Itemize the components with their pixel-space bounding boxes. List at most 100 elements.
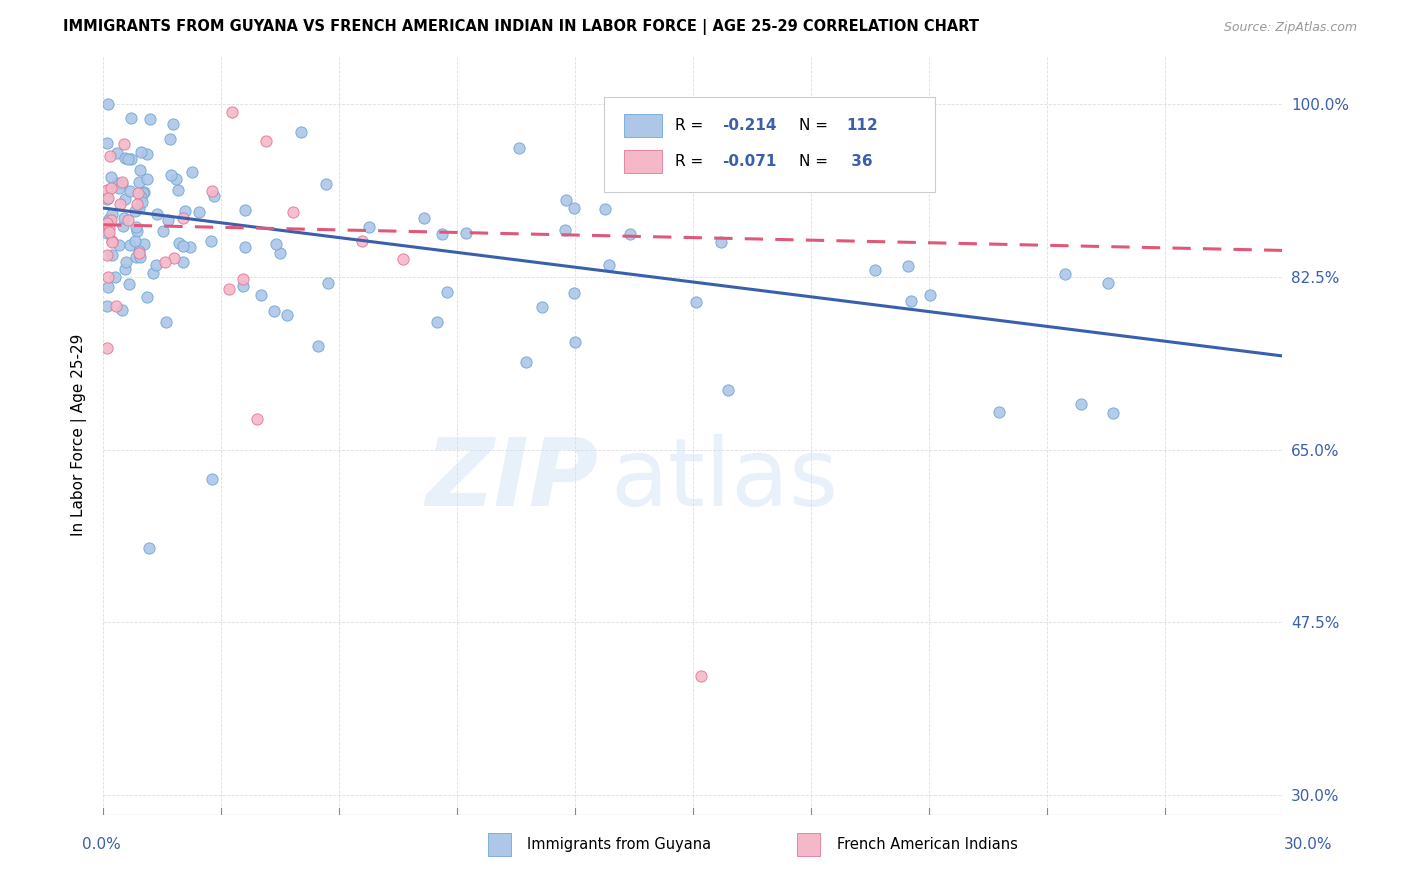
Point [105,145,128,160]
Point [96,216,118,230]
Point [132,186,155,201]
Point [100,234,122,248]
Point [167,236,190,251]
Point [112,211,135,225]
Text: R =: R = [675,119,709,133]
Point [232,279,254,293]
Point [165,172,187,186]
Point [128,201,150,215]
Point [167,184,190,198]
Y-axis label: In Labor Force | Age 25-29: In Labor Force | Age 25-29 [72,334,87,536]
Point [593,202,616,217]
Point [131,195,153,210]
Point [426,315,449,329]
Point [531,300,554,314]
Point [112,219,135,234]
Point [114,151,136,165]
Point [124,204,146,219]
Point [96,341,118,355]
Point [136,147,159,161]
Text: 36: 36 [846,154,873,169]
Point [562,285,585,300]
Point [105,299,128,313]
Text: 0.0%: 0.0% [82,838,121,852]
Point [717,383,740,397]
Point [246,412,269,426]
Point [619,227,641,242]
Point [263,303,285,318]
Point [139,112,162,127]
Text: ZIP: ZIP [426,434,599,526]
Point [124,219,146,234]
Point [221,104,243,119]
Point [117,153,139,167]
Text: N =: N = [799,154,832,169]
Point [160,169,183,183]
Text: -0.071: -0.071 [723,154,776,169]
Point [162,117,184,131]
Point [188,204,211,219]
Point [105,176,128,190]
Point [204,189,226,203]
Point [233,240,256,254]
Point [266,236,288,251]
Point [172,239,194,253]
Point [114,193,136,207]
Point [128,175,150,189]
Point [127,224,149,238]
Point [100,213,122,227]
Point [125,197,148,211]
Point [152,224,174,238]
Point [988,405,1011,419]
Point [897,259,920,273]
Point [350,234,373,248]
Point [107,238,129,252]
Point [112,137,135,152]
Point [316,276,339,290]
Point [218,282,240,296]
Point [100,248,122,262]
Point [1053,267,1076,281]
Point [129,145,152,160]
Point [124,234,146,248]
Point [179,240,201,254]
Point [145,258,167,272]
Point [290,125,312,139]
Point [128,245,150,260]
Bar [624,150,662,173]
Text: atlas: atlas [610,434,838,526]
Point [108,180,131,194]
Point [142,266,165,280]
Point [128,244,150,259]
Point [865,263,887,277]
Point [201,184,224,198]
Point [120,152,142,166]
Point [120,184,142,198]
Point [131,190,153,204]
Point [132,237,155,252]
Point [233,202,256,217]
Point [562,202,585,216]
Point [436,285,458,299]
Point [673,97,696,112]
Point [135,172,157,186]
Point [97,269,120,284]
Text: R =: R = [675,154,709,169]
Point [125,250,148,264]
Point [269,246,291,260]
Point [96,227,118,241]
Point [111,177,134,191]
Point [155,255,177,269]
Point [564,334,586,349]
Point [127,186,149,201]
Point [307,339,329,353]
Point [200,234,222,248]
Point [710,235,733,249]
Point [181,165,204,179]
Point [1101,406,1123,420]
Point [114,261,136,276]
Point [135,290,157,304]
Point [117,213,139,227]
Point [163,251,186,265]
Point [392,252,415,266]
